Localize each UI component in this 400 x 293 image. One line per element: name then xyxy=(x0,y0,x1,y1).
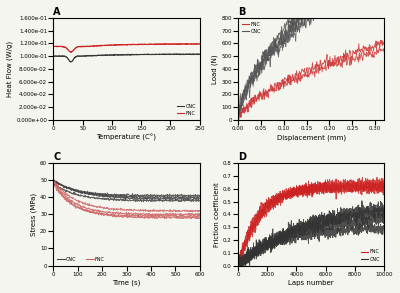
X-axis label: Displacement (mm): Displacement (mm) xyxy=(276,134,346,141)
Legend: FNC, CNC: FNC, CNC xyxy=(240,20,262,35)
Y-axis label: Load (N): Load (N) xyxy=(212,54,218,84)
X-axis label: Temperature (C°): Temperature (C°) xyxy=(96,134,156,141)
Legend: FNC, CNC: FNC, CNC xyxy=(360,248,382,263)
Legend: CNC, FNC: CNC, FNC xyxy=(175,102,197,117)
Legend: CNC, FNC: CNC, FNC xyxy=(56,255,106,263)
Y-axis label: Friction coefficient: Friction coefficient xyxy=(214,182,220,247)
Y-axis label: Stress (MPa): Stress (MPa) xyxy=(31,193,37,236)
Text: A: A xyxy=(53,7,61,17)
Text: C: C xyxy=(53,152,60,162)
Text: B: B xyxy=(238,7,245,17)
Y-axis label: Heat Flow (W/g): Heat Flow (W/g) xyxy=(7,41,14,97)
X-axis label: Time (s): Time (s) xyxy=(112,280,141,286)
Text: D: D xyxy=(238,152,246,162)
X-axis label: Laps number: Laps number xyxy=(288,280,334,286)
